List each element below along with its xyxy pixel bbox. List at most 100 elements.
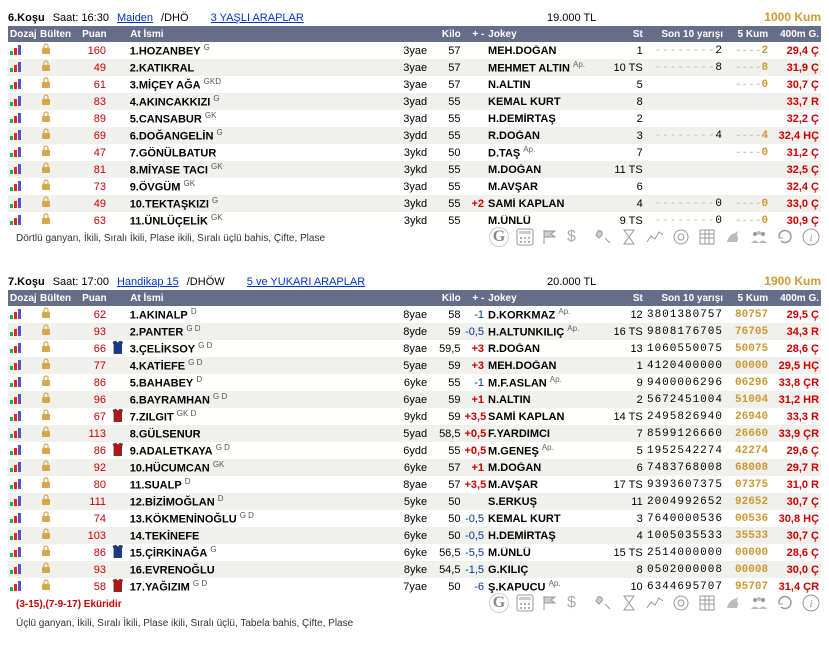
chart-icon[interactable]: [10, 213, 24, 225]
horse-row[interactable]: 93 16.EVRENOĞLU 8yke 54,5 -1,5 G.KILIÇ 8…: [8, 561, 821, 578]
horse-name[interactable]: 11.ÜNLÜÇELİK GK: [128, 213, 390, 228]
jockey-name[interactable]: N.ALTIN: [486, 394, 605, 406]
chart-icon[interactable]: [10, 477, 24, 489]
lock-icon[interactable]: [39, 60, 53, 72]
chart-icon[interactable]: [10, 145, 24, 157]
horse-name[interactable]: 3.MİÇEY AĞA GKD: [128, 77, 390, 92]
horse-name[interactable]: 5.CANSABUR GK: [128, 111, 390, 126]
jockey-name[interactable]: R.DOĞAN: [486, 343, 605, 355]
jockey-name[interactable]: MEHMET ALTIN Ap.: [486, 60, 605, 75]
jockey-name[interactable]: N.ALTIN: [486, 79, 605, 91]
jockey-name[interactable]: H.ALTUNKILIÇ Ap.: [486, 324, 605, 339]
horse-name[interactable]: 10.TEKTAŞKIZI G: [128, 196, 390, 211]
tools-icon[interactable]: [593, 228, 613, 246]
tools-icon[interactable]: [593, 594, 613, 612]
jockey-name[interactable]: F.YARDIMCI: [486, 428, 605, 440]
lock-icon[interactable]: [39, 477, 53, 489]
lock-icon[interactable]: [39, 545, 53, 557]
horse-row[interactable]: 49 10.TEKTAŞKIZI G 3ykd 55 +2 SAMİ KAPLA…: [8, 195, 821, 212]
horse-row[interactable]: 80 11.SUALP D 8yae 57 +3,5 M.AVŞAR 17 TS…: [8, 476, 821, 493]
lock-icon[interactable]: [39, 460, 53, 472]
chart-icon[interactable]: [10, 443, 24, 455]
race-age-link[interactable]: 5 ve YUKARI ARAPLAR: [247, 276, 365, 288]
refresh-icon[interactable]: [775, 228, 795, 246]
chart-icon[interactable]: [10, 43, 24, 55]
horse-icon[interactable]: [723, 594, 743, 612]
chart-icon[interactable]: [10, 341, 24, 353]
jockey-name[interactable]: M.DOĞAN: [486, 164, 605, 176]
race-age-link[interactable]: 3 YAŞLI ARAPLAR: [211, 12, 304, 24]
info-icon[interactable]: i: [801, 228, 821, 246]
horse-row[interactable]: 96 6.BAYRAMHAN G D 6yae 59 +1 N.ALTIN 2 …: [8, 391, 821, 408]
chart-icon[interactable]: [10, 375, 24, 387]
calc-icon[interactable]: [515, 594, 535, 612]
horse-row[interactable]: 86 9.ADALETKAYA G D 6ydd 55 +0,5 M.GENEŞ…: [8, 442, 821, 459]
horse-name[interactable]: 5.BAHABEY D: [128, 375, 390, 390]
jockey-name[interactable]: MEH.DOĞAN: [486, 360, 605, 372]
horse-name[interactable]: 11.SUALP D: [128, 477, 390, 492]
horse-row[interactable]: 93 2.PANTER G D 8yde 59 -0,5 H.ALTUNKILI…: [8, 323, 821, 340]
chart-icon[interactable]: [10, 511, 24, 523]
graph-icon[interactable]: [645, 594, 665, 612]
chart-icon[interactable]: [10, 494, 24, 506]
horse-row[interactable]: 113 8.GÜLSENUR 5yad 58,5 +0,5 F.YARDIMCI…: [8, 425, 821, 442]
grid-icon[interactable]: [697, 228, 717, 246]
lock-icon[interactable]: [39, 145, 53, 157]
jockey-name[interactable]: M.DOĞAN: [486, 462, 605, 474]
chart-icon[interactable]: [10, 392, 24, 404]
grid-icon[interactable]: [697, 594, 717, 612]
flag-icon[interactable]: [541, 594, 561, 612]
chart-icon[interactable]: [10, 196, 24, 208]
chart-icon[interactable]: [10, 562, 24, 574]
lock-icon[interactable]: [39, 528, 53, 540]
horse-name[interactable]: 15.ÇİRKİNAĞA G: [128, 545, 390, 560]
lock-icon[interactable]: [39, 579, 53, 591]
hourglass-icon[interactable]: [619, 228, 639, 246]
chart-icon[interactable]: [10, 307, 24, 319]
jockey-name[interactable]: M.F.ASLAN Ap.: [486, 375, 605, 390]
refresh-icon[interactable]: [775, 594, 795, 612]
lock-icon[interactable]: [39, 196, 53, 208]
chart-icon[interactable]: [10, 460, 24, 472]
jockey-name[interactable]: SAMİ KAPLAN: [486, 411, 605, 423]
jockey-name[interactable]: M.ÜNLÜ: [486, 547, 605, 559]
g-icon[interactable]: G: [489, 227, 509, 247]
horse-name[interactable]: 4.AKINCAKKIZI G: [128, 94, 390, 109]
horse-row[interactable]: 73 9.ÖVGÜM GK 3yad 55 M.AVŞAR 6 32,4 Ç: [8, 178, 821, 195]
horse-name[interactable]: 9.ÖVGÜM GK: [128, 179, 390, 194]
horse-name[interactable]: 12.BİZİMOĞLAN D: [128, 494, 390, 509]
horse-row[interactable]: 61 3.MİÇEY AĞA GKD 3yae 57 N.ALTIN 5 ---…: [8, 76, 821, 93]
horse-name[interactable]: 2.PANTER G D: [128, 324, 390, 339]
chart-icon[interactable]: [10, 60, 24, 72]
horse-row[interactable]: 103 14.TEKİNEFE 6yke 50 -0,5 H.DEMİRTAŞ …: [8, 527, 821, 544]
horse-row[interactable]: 69 6.DOĞANGELİN G 3ydd 55 R.DOĞAN 3 ----…: [8, 127, 821, 144]
jockey-name[interactable]: M.GENEŞ Ap.: [486, 443, 605, 458]
horse-name[interactable]: 7.ZILGIT GK D: [128, 409, 390, 424]
chart-icon[interactable]: [10, 409, 24, 421]
horse-name[interactable]: 1.HOZANBEY G: [128, 43, 390, 58]
jockey-name[interactable]: KEMAL KURT: [486, 96, 605, 108]
horse-name[interactable]: 4.KATİEFE G D: [128, 358, 390, 373]
chart-icon[interactable]: [10, 545, 24, 557]
horse-name[interactable]: 9.ADALETKAYA G D: [128, 443, 390, 458]
horse-name[interactable]: 16.EVRENOĞLU: [128, 562, 390, 577]
horse-name[interactable]: 2.KATIKRAL: [128, 60, 390, 75]
horse-name[interactable]: 17.YAĞIZIM G D: [128, 579, 390, 594]
horse-row[interactable]: 77 4.KATİEFE G D 5yae 59 +3 MEH.DOĞAN 1 …: [8, 357, 821, 374]
chart-icon[interactable]: [10, 179, 24, 191]
horse-row[interactable]: 47 7.GÖNÜLBATUR 3ykd 50 D.TAŞ Ap. 7 ----…: [8, 144, 821, 161]
horse-row[interactable]: 160 1.HOZANBEY G 3yae 57 MEH.DOĞAN 1 ---…: [8, 42, 821, 59]
hourglass-icon[interactable]: [619, 594, 639, 612]
horse-row[interactable]: 83 4.AKINCAKKIZI G 3yad 55 KEMAL KURT 8 …: [8, 93, 821, 110]
lock-icon[interactable]: [39, 77, 53, 89]
jockey-name[interactable]: Ş.KAPUCU Ap.: [486, 579, 605, 594]
horse-name[interactable]: 3.ÇELİKSOY G D: [128, 341, 390, 356]
horse-name[interactable]: 1.AKINALP D: [128, 307, 390, 322]
jockey-name[interactable]: H.DEMİRTAŞ: [486, 530, 605, 542]
jockey-name[interactable]: M.ÜNLÜ: [486, 215, 605, 227]
dollar-icon[interactable]: $: [567, 594, 587, 612]
target-icon[interactable]: [671, 228, 691, 246]
lock-icon[interactable]: [39, 426, 53, 438]
lock-icon[interactable]: [39, 341, 53, 353]
lock-icon[interactable]: [39, 324, 53, 336]
